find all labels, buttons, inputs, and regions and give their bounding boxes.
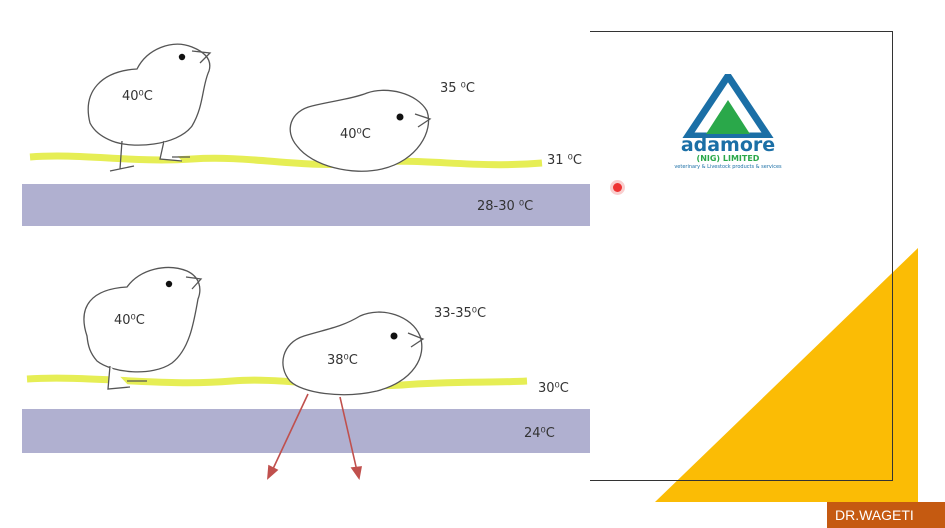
top-floor-temp: 28-30 ⁰C [477,199,534,214]
temperature-diagram: 40⁰C 40⁰C 35 ⁰C 31 ⁰C 28-30 ⁰C 40⁰C 38⁰C… [22,31,590,481]
top-standing-chick-temp: 40⁰C [122,89,153,104]
heat-loss-arrows-graphic [267,393,362,481]
logo-name: adamore [680,134,776,156]
top-lying-chick-graphic [289,89,432,172]
bottom-standing-chick-graphic [83,266,203,390]
top-air-temp: 35 ⁰C [440,81,475,96]
logo-subtitle: (NIG) LIMITED [696,154,760,163]
bottom-lying-chick-temp: 38⁰C [327,353,358,368]
author-label: DR.WAGETI [827,502,945,528]
top-lying-chick-temp: 40⁰C [340,127,371,142]
pointer-cursor-icon [613,183,622,192]
bottom-floor-band [22,409,590,453]
bottom-floor-temp: 24⁰C [524,426,555,441]
bottom-air-temp: 33-35⁰C [434,306,487,321]
logo-triangle-icon [682,74,774,138]
logo-tagline: veterinary & Livestock products & servic… [674,164,782,170]
bottom-standing-chick-temp: 40⁰C [114,313,145,328]
bottom-lying-chick-graphic [282,311,425,396]
top-litter-temp: 31 ⁰C [547,153,582,168]
top-floor-band [22,184,590,226]
bottom-litter-line [26,374,528,390]
bottom-litter-temp: 30⁰C [538,381,569,396]
top-standing-chick-graphic [87,43,212,172]
top-litter-line [29,152,543,169]
company-logo: adamore (NIG) LIMITED veterinary & Lives… [668,74,788,174]
